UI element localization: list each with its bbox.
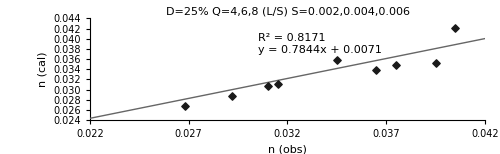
X-axis label: n (obs): n (obs) <box>268 145 307 154</box>
Point <box>432 61 440 64</box>
Point <box>333 59 341 61</box>
Text: R² = 0.8171
y = 0.7844x + 0.0071: R² = 0.8171 y = 0.7844x + 0.0071 <box>258 33 382 55</box>
Point <box>274 82 281 85</box>
Point <box>264 84 272 87</box>
Point <box>181 105 189 107</box>
Point <box>452 26 460 29</box>
Point <box>392 64 400 67</box>
Point <box>372 69 380 72</box>
Title: D=25% Q=4,6,8 (L/S) S=0.002,0.004,0.006: D=25% Q=4,6,8 (L/S) S=0.002,0.004,0.006 <box>166 6 410 16</box>
Y-axis label: n (cal): n (cal) <box>38 52 48 87</box>
Point <box>228 95 236 97</box>
